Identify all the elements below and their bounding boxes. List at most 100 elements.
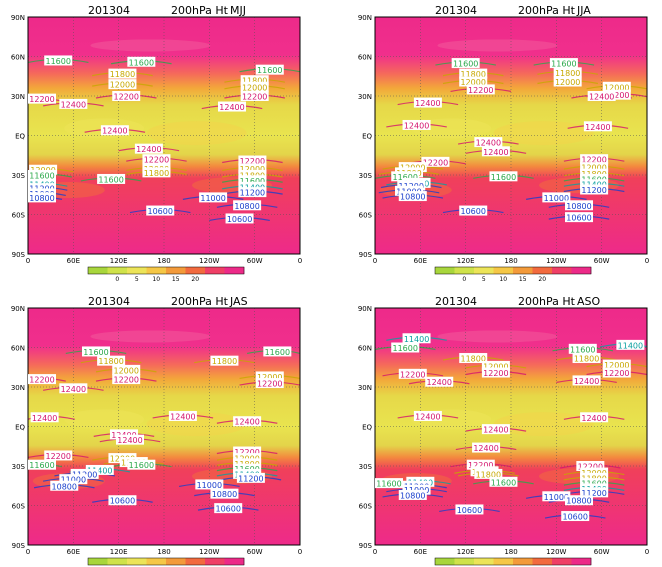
contour-label-box — [112, 374, 141, 385]
contour-label-box — [28, 374, 56, 385]
contour-label: 12400 — [581, 414, 606, 423]
contour-label: 12400 — [219, 103, 244, 112]
contour-label-box — [398, 191, 427, 202]
contour-label-box — [474, 468, 503, 479]
contour-label-box — [59, 474, 88, 485]
colorbar-segment — [454, 558, 475, 565]
x-tick-label: 60E — [67, 548, 80, 556]
colorbar-segment — [224, 558, 245, 565]
field-shading — [146, 121, 247, 146]
contour-label: 12200 — [113, 376, 138, 385]
contour-label-box — [489, 476, 518, 487]
panel-title-season: ASO — [577, 295, 601, 308]
colorbar-segment — [513, 267, 533, 274]
contour-label: 12400 — [473, 444, 498, 453]
contour-label-box — [134, 143, 163, 154]
contour-label: 12400 — [404, 121, 429, 130]
contour-label-box — [489, 171, 518, 182]
contour-label: 10800 — [566, 202, 591, 211]
colorbar-segment — [454, 267, 475, 274]
contour-label-box — [580, 478, 609, 489]
contour-label-box — [28, 93, 56, 104]
contour-label: 12200 — [604, 91, 629, 100]
contour-label-box — [263, 346, 292, 357]
contour-label-box — [402, 333, 431, 344]
contour-label: 10800 — [52, 482, 77, 491]
contour-label: 12200 — [400, 370, 425, 379]
y-tick-label: 60N — [358, 345, 372, 353]
contour-label-box — [59, 383, 88, 394]
contour-label: 11400 — [87, 466, 112, 475]
contour-label-box — [451, 58, 480, 69]
contour-label: 12400 — [117, 436, 142, 445]
contour-label: 12200 — [242, 93, 267, 102]
contour-label: 11600 — [453, 60, 478, 69]
colorbar-segment — [146, 267, 167, 274]
contour-label-box — [233, 200, 262, 211]
x-tick-label: 60E — [67, 257, 80, 265]
contour-label-box — [238, 163, 267, 174]
colorbar-segment — [493, 558, 514, 565]
contour-label-box — [391, 171, 420, 182]
contour-label: 11800 — [212, 357, 237, 366]
contour-label-box — [214, 503, 243, 514]
contour-label-box — [233, 463, 262, 474]
contour-label-box — [580, 467, 609, 478]
contour-label: 10600 — [457, 506, 482, 515]
contour-label-box — [474, 137, 503, 148]
contour-label-box — [576, 461, 605, 471]
colorbar-segment — [205, 558, 225, 565]
contour-label-box — [572, 353, 601, 364]
contour-label-box — [112, 364, 141, 375]
contour-label: 11800 — [98, 357, 123, 366]
y-tick-label: EQ — [362, 133, 372, 141]
y-tick-label: 30S — [359, 172, 373, 180]
contour-label-box — [233, 458, 262, 469]
y-tick-label: 60N — [11, 345, 25, 353]
contour-label-box — [580, 154, 609, 165]
panel-jja: 201304 200hPa Ht JJA 0 60E 120E 180 120W 60W 0 90N… — [358, 4, 649, 283]
x-tick-label: 0 — [373, 257, 377, 265]
contour-label-box — [580, 412, 609, 423]
contour-label: 10600 — [110, 497, 135, 506]
colorbar-frame — [434, 266, 592, 275]
colorbar-frame — [87, 557, 245, 566]
contour-label-box — [572, 375, 601, 386]
y-tick-label: 90S — [12, 251, 26, 259]
colorbar-frame — [434, 557, 592, 566]
contour-label-box — [238, 155, 267, 166]
contour-label-box — [240, 91, 269, 101]
contour-label: 12200 — [257, 380, 282, 389]
contour-label: 11600 — [551, 60, 576, 69]
colorbar-segment — [185, 267, 206, 274]
contour-label-box — [466, 459, 495, 470]
x-tick-label: 120W — [546, 548, 566, 556]
plot-frame — [374, 307, 648, 546]
colorbar-segment — [205, 267, 225, 274]
colorbar-segment — [474, 267, 494, 274]
contour-label-box — [82, 346, 110, 357]
contour-label-box — [233, 446, 262, 457]
contour-label: 10600 — [566, 214, 591, 223]
contour-label-box — [44, 450, 73, 461]
contour-label-box — [402, 484, 431, 495]
x-tick-label: 180 — [504, 548, 517, 556]
contour-label-box — [142, 154, 171, 165]
x-tick-label: 60W — [247, 257, 263, 265]
contour-label: 11600 — [240, 177, 265, 186]
contour-label-box — [580, 162, 609, 173]
contour-label-box — [413, 97, 442, 108]
contour-label: 11600 — [129, 461, 154, 470]
colorbar-tick-label: 5 — [482, 276, 486, 283]
y-tick-label: 30S — [12, 463, 26, 471]
contour-label: 11200 — [581, 186, 606, 195]
y-tick-label: 60S — [359, 503, 373, 511]
contour-label-box — [472, 442, 501, 453]
contour-label-box — [425, 376, 454, 387]
contour-label: 12000 — [257, 373, 282, 382]
contour-label-box — [549, 58, 578, 69]
field-shading — [90, 39, 211, 52]
contour-label: 10600 — [562, 513, 587, 522]
contour-label: 10800 — [212, 490, 237, 499]
